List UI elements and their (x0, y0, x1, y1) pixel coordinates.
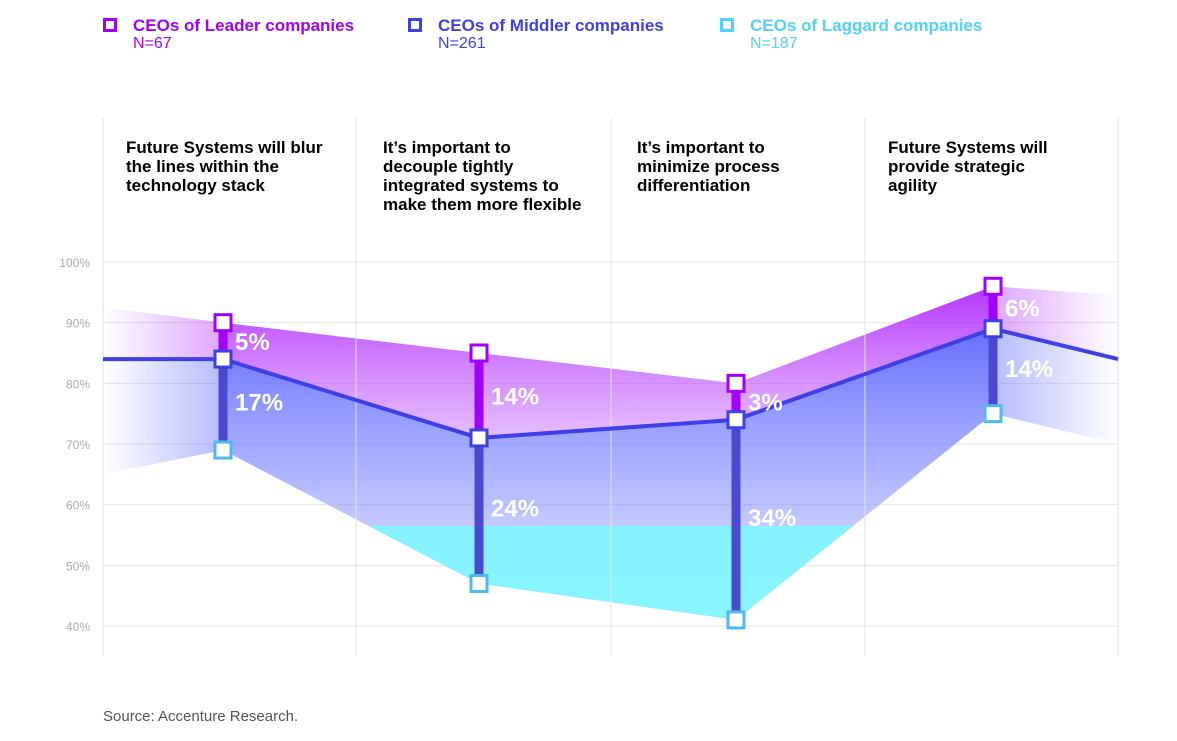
marker-middler (983, 319, 1003, 339)
y-tick-label: 90% (66, 317, 90, 331)
area-leader-middler (223, 286, 993, 438)
gap-label-laggard: 24% (491, 496, 539, 523)
gap-label-leader: 5% (235, 329, 270, 356)
statement-2: It’s important to decouple tightly integ… (383, 138, 582, 214)
marker-leader (983, 276, 1003, 296)
legend-n-middler: N=261 (438, 35, 486, 52)
marker-middler (726, 410, 746, 430)
marker-laggard (726, 610, 746, 630)
middler-series-line (103, 326, 1119, 440)
marker-middler (469, 428, 489, 448)
marker-laggard (983, 404, 1003, 424)
legend-swatch-middler (408, 18, 422, 32)
gap-label-laggard: 14% (1005, 356, 1053, 383)
source-note: Source: Accenture Research. (103, 708, 299, 725)
gap-label-leader: 3% (748, 390, 783, 417)
legend-swatch-leader (103, 18, 117, 32)
y-axis-ticks: 100% 90% 80% 70% 60% 50% 40% (59, 256, 90, 634)
column-dividers (102, 118, 1119, 655)
y-tick-label: 70% (66, 438, 90, 452)
marker-leader (726, 373, 746, 393)
y-tick-label: 50% (66, 559, 90, 573)
series-lines (103, 326, 1119, 440)
marker-leader (469, 343, 489, 363)
area-middler-right (993, 328, 1118, 444)
gap-label-laggard: 34% (748, 505, 796, 532)
marker-laggard (469, 574, 489, 594)
y-tick-label: 100% (59, 256, 90, 270)
gap-connectors (218, 286, 998, 620)
data-markers (213, 276, 1003, 630)
gap-labels: 5% 17% 14% 24% 3% 34% 6% 14% (235, 296, 1053, 532)
area-leader-left (103, 307, 223, 360)
legend-n-laggard: N=187 (750, 35, 798, 52)
legend-label-laggard: CEOs of Laggard companies (750, 16, 983, 35)
y-tick-label: 80% (66, 377, 90, 391)
marker-laggard (213, 440, 233, 460)
area-leader-right (993, 286, 1118, 360)
area-middler-left (103, 359, 223, 475)
marker-leader (213, 313, 233, 333)
legend-swatch-laggard (720, 18, 734, 32)
gap-label-leader: 6% (1005, 296, 1040, 323)
statement-1: Future Systems will blur the lines withi… (126, 138, 323, 195)
gap-label-leader: 14% (491, 383, 539, 410)
legend-label-leader: CEOs of Leader companies (133, 16, 355, 35)
statement-4: Future Systems will provide strategic ag… (888, 138, 1048, 195)
y-tick-label: 60% (66, 499, 90, 513)
marker-middler (213, 349, 233, 369)
legend-label-middler: CEOs of Middler companies (438, 16, 664, 35)
statement-3: It’s important to minimize process diffe… (637, 138, 780, 195)
y-tick-label: 40% (66, 620, 90, 634)
gap-label-laggard: 17% (235, 390, 283, 417)
legend-n-leader: N=67 (133, 35, 172, 52)
